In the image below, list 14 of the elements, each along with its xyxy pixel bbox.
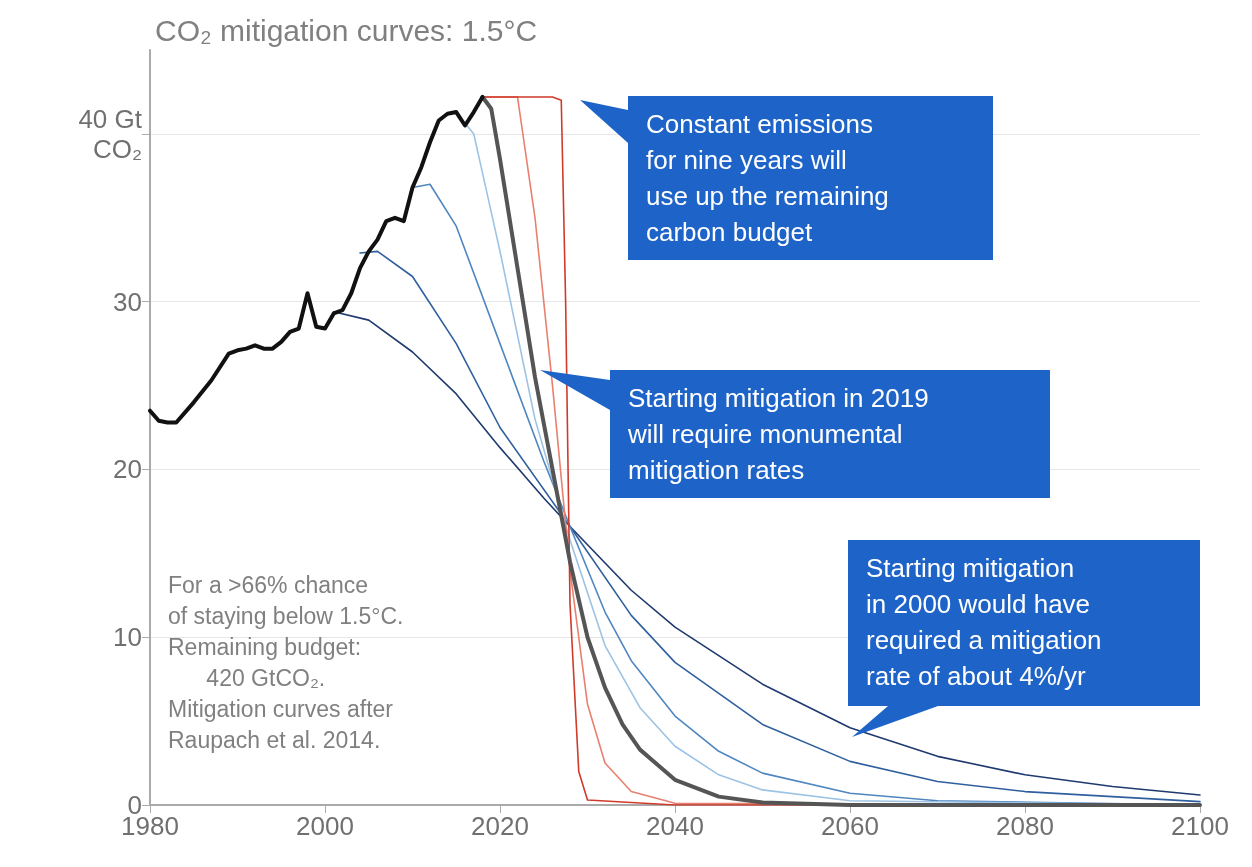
x-tick-label: 2040 <box>646 811 704 841</box>
annotation: Starting mitigation in 2000 would have required a mitigation rate of about 4%/yr <box>848 540 1200 706</box>
y-tick-label: 20 <box>113 454 142 485</box>
x-tick-label: 2100 <box>1171 811 1229 841</box>
y-tick-label: 30 <box>113 286 142 317</box>
x-tick-label: 2060 <box>821 811 879 841</box>
x-tick-label: 2020 <box>471 811 529 841</box>
x-tick-label: 2080 <box>996 811 1054 841</box>
line-series <box>148 94 485 425</box>
y-tick-label: 40 Gt CO₂ <box>78 103 143 164</box>
annotation: For a >66% chance of staying below 1.5°C. Remaining budget: 420 GtCO₂. Mitigation curves after Raupach et al. 2014. <box>168 571 404 755</box>
y-tick-label: 10 <box>113 622 142 653</box>
x-tick-label: 2000 <box>296 811 354 841</box>
chart-title: CO₂ mitigation curves: 1.5°C <box>155 13 538 47</box>
